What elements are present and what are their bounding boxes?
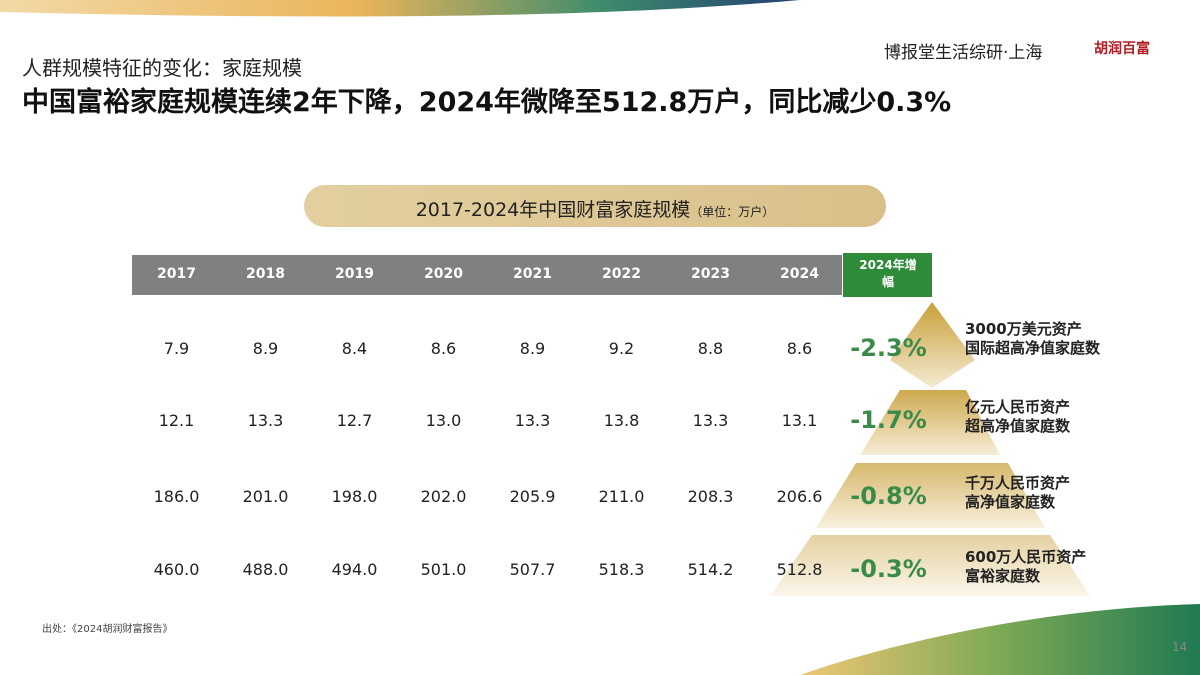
table-cell: 8.9 [519,339,546,358]
table-cell: 507.7 [509,560,556,579]
tier-label: 600万人民币资产 [965,548,1087,566]
table-cell: 202.0 [420,487,467,506]
logo: 胡润百富 [1094,41,1150,57]
table-cell: 12.1 [158,411,195,430]
caption: 2017-2024年中国财富家庭规模（单位：万户） [304,195,886,222]
tier-label: 富裕家庭数 [965,567,1041,585]
table-cell: 186.0 [153,487,200,506]
header-highlight [843,253,932,297]
column-header: 2018 [246,266,285,282]
header-bar [132,255,842,295]
tier-label: 3000万美元资产 [965,320,1082,338]
column-header: 2021 [513,266,552,282]
column-header: 2024年增幅 [859,258,917,289]
table-cell: 12.7 [336,411,373,430]
table-cell: 9.2 [608,339,635,358]
tier-label: 亿元人民币资产 [965,398,1071,416]
table-cell: 518.3 [598,560,645,579]
column-header: 2022 [602,266,641,282]
table-cell: 13.0 [425,411,462,430]
caption-unit: （单位：万户） [690,205,775,219]
tier-label: 超高净值家庭数 [965,417,1071,435]
table-cell: 208.3 [687,487,734,506]
pyramid [770,302,1090,596]
table-cell: 13.3 [692,411,729,430]
growth-rate: -1.7% [850,406,927,434]
column-header: 2019 [335,266,374,282]
table-cell: 8.6 [786,339,813,358]
tier-label: 千万人民币资产 [965,474,1071,492]
table-cell: 501.0 [420,560,467,579]
table-cell: 7.9 [163,339,190,358]
table-cell: 8.8 [697,339,724,358]
source: 出处：《2024胡润财富报告》 [42,624,173,635]
growth-rate: -0.3% [850,555,927,583]
table-cell: 201.0 [242,487,289,506]
tier-label: 国际超高净值家庭数 [965,339,1101,357]
table-cell: 8.9 [252,339,279,358]
subtitle: 人群规模特征的变化：家庭规模 [22,56,302,80]
table-cell: 13.3 [514,411,551,430]
logo-box [1092,40,1154,62]
caption-pill [304,185,886,227]
caption-text: 2017-2024年中国财富家庭规模 [415,199,691,221]
table-cell: 13.8 [603,411,640,430]
top-swoosh [0,0,800,17]
page-number: 14 [1172,640,1188,654]
table-cell: 13.1 [781,411,818,430]
column-header: 2023 [691,266,730,282]
column-header: 2024 [780,266,819,282]
table-cell: 488.0 [242,560,289,579]
title: 中国富裕家庭规模连续2年下降，2024年微降至512.8万户，同比减少0.3% [22,87,952,118]
table-cell: 211.0 [598,487,645,506]
table-cell: 8.6 [430,339,457,358]
table-cell: 206.6 [776,487,823,506]
table-cell: 512.8 [776,560,823,579]
column-header: 2017 [157,266,196,282]
table-cell: 514.2 [687,560,734,579]
table-cell: 460.0 [153,560,200,579]
table-cell: 198.0 [331,487,378,506]
column-header: 2020 [424,266,463,282]
growth-rate: -2.3% [850,334,927,362]
growth-rate: -0.8% [850,482,927,510]
tier-label: 高净值家庭数 [965,493,1056,511]
table-cell: 494.0 [331,560,378,579]
table-cell: 8.4 [341,339,368,358]
table-cell: 205.9 [509,487,556,506]
bottom-swoosh [800,604,1200,675]
brand: 博报堂生活综研·上海 [884,43,1043,63]
table-cell: 13.3 [247,411,284,430]
